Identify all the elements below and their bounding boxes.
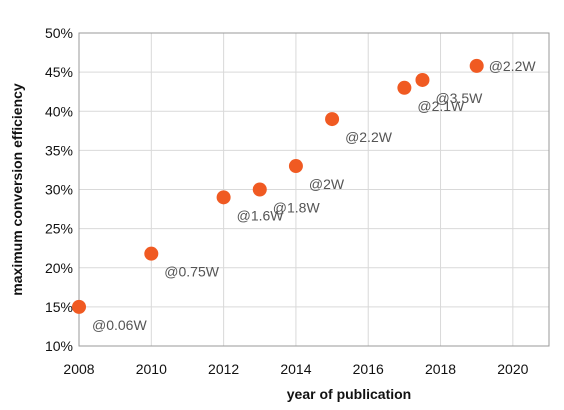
- data-point: [469, 58, 484, 73]
- data-label: @1.6W: [237, 207, 285, 223]
- y-tick-label: 25%: [45, 221, 73, 237]
- data-labels: @0.06W @0.75W @1.6W@1.8W @2W @2.2W @2.1W@3.5W…: [92, 58, 536, 333]
- plot-area: [78, 32, 550, 347]
- x-axis-ticks: 2008 2010 2012 2014 2016 2018 2020: [63, 361, 528, 377]
- data-label: @1.8W: [273, 200, 321, 216]
- data-point: [288, 159, 303, 174]
- data-label: @3.5W: [435, 90, 483, 106]
- data-point: [325, 112, 340, 127]
- data-label: @2.1W: [417, 98, 465, 114]
- y-tick-label: 35%: [45, 142, 73, 158]
- y-tick-label: 15%: [45, 299, 73, 315]
- data-points: [72, 58, 484, 314]
- x-tick-label: 2020: [497, 361, 528, 377]
- y-tick-label: 45%: [45, 64, 73, 80]
- data-label: @0.06W: [92, 317, 147, 333]
- x-tick-label: 2016: [353, 361, 384, 377]
- data-point: [72, 299, 86, 314]
- data-point: [144, 246, 159, 261]
- y-tick-label: 30%: [45, 182, 73, 198]
- y-axis-ticks: 10% 15% 20% 25% 30% 35% 40% 45% 50%: [45, 25, 73, 354]
- y-tick-label: 10%: [45, 338, 73, 354]
- data-point: [252, 182, 267, 197]
- data-label: @2.2W: [345, 129, 393, 145]
- x-tick-label: 2018: [425, 361, 456, 377]
- data-point: [216, 190, 231, 205]
- x-tick-label: 2012: [208, 361, 239, 377]
- x-axis-label: year of publication: [287, 386, 411, 402]
- x-tick-label: 2008: [63, 361, 94, 377]
- data-label: @2W: [309, 176, 345, 192]
- data-label: @2.2W: [489, 58, 537, 74]
- gridlines: [78, 32, 549, 347]
- data-label: @0.75W: [164, 264, 219, 280]
- y-tick-label: 50%: [45, 25, 73, 41]
- y-axis-label: maximum conversion efficiency: [9, 83, 25, 296]
- x-tick-label: 2014: [280, 361, 311, 377]
- y-tick-label: 40%: [45, 103, 73, 119]
- data-point: [397, 80, 412, 95]
- y-tick-label: 20%: [45, 260, 73, 276]
- data-point: [415, 72, 430, 87]
- x-tick-label: 2010: [136, 361, 167, 377]
